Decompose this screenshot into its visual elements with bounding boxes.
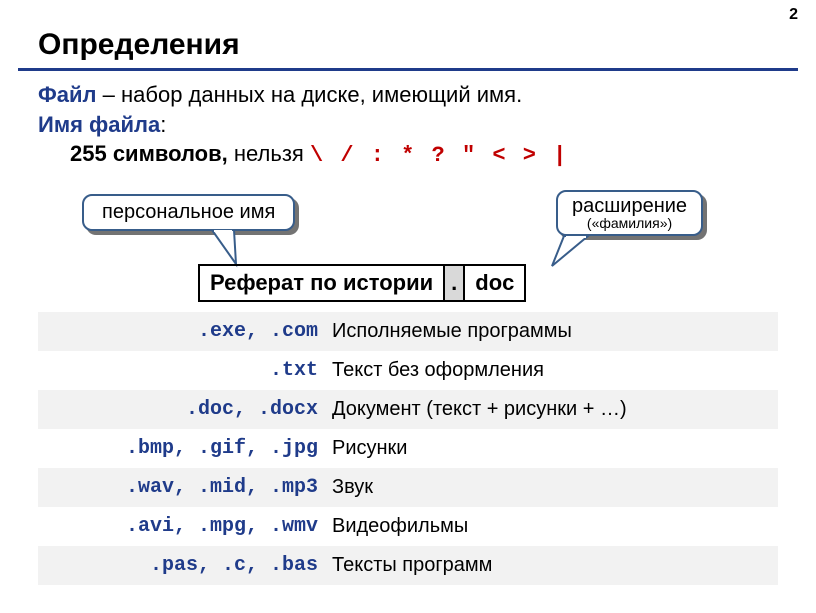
definition-line-2: Имя файла: (38, 110, 778, 140)
table-row: .bmp, .gif, .jpg Рисунки (38, 429, 778, 468)
table-row: .pas, .c, .bas Тексты программ (38, 546, 778, 585)
ext-cell: .wav, .mid, .mp3 (38, 476, 328, 499)
table-row: .doc, .docx Документ (текст + рисунки + … (38, 390, 778, 429)
forbidden-chars: \ / : * ? " < > | (310, 143, 568, 168)
extension-table: .exe, .com Исполняемые программы .txt Те… (38, 312, 778, 585)
filename-box: Реферат по истории . doc (198, 264, 526, 302)
term-file: Файл (38, 82, 97, 107)
table-row: .wav, .mid, .mp3 Звук (38, 468, 778, 507)
desc-cell: Исполняемые программы (328, 320, 778, 343)
desc-cell: Рисунки (328, 437, 778, 460)
ext-cell: .bmp, .gif, .jpg (38, 437, 328, 460)
page-number: 2 (789, 6, 798, 24)
table-row: .avi, .mpg, .wmv Видеофильмы (38, 507, 778, 546)
desc-cell: Видеофильмы (328, 515, 778, 538)
ext-cell: .pas, .c, .bas (38, 554, 328, 577)
filename-dot: . (445, 266, 465, 300)
callout-left-tail (208, 228, 248, 268)
callout-extension: расширение («фамилия») (556, 190, 703, 236)
definition-line-1: Файл – набор данных на диске, имеющий им… (38, 80, 778, 110)
table-row: .exe, .com Исполняемые программы (38, 312, 778, 351)
char-limit: 255 символов, (70, 141, 228, 166)
ext-cell: .exe, .com (38, 320, 328, 343)
callout-right-sub: («фамилия») (572, 216, 687, 230)
table-row: .txt Текст без оформления (38, 351, 778, 390)
def1-rest: – набор данных на диске, имеющий имя. (97, 82, 523, 107)
callout-left-text: персональное имя (102, 201, 275, 223)
ext-cell: .doc, .docx (38, 398, 328, 421)
desc-cell: Звук (328, 476, 778, 499)
title-rule (18, 68, 798, 71)
callout-right-main: расширение (572, 195, 687, 217)
term-filename: Имя файла (38, 112, 160, 137)
char-limit-line: 255 символов, нельзя \ / : * ? " < > | (38, 139, 778, 171)
def2-colon: : (160, 112, 166, 137)
body-text: Файл – набор данных на диске, имеющий им… (38, 80, 778, 171)
slide-title: Определения (38, 28, 240, 62)
desc-cell: Тексты программ (328, 554, 778, 577)
forbid-label: нельзя (228, 141, 310, 166)
filename-ext: doc (465, 266, 524, 300)
callout-right-tail (548, 234, 592, 270)
ext-cell: .txt (38, 359, 328, 382)
desc-cell: Текст без оформления (328, 359, 778, 382)
desc-cell: Документ (текст + рисунки + …) (328, 398, 778, 421)
ext-cell: .avi, .mpg, .wmv (38, 515, 328, 538)
filename-main: Реферат по истории (200, 266, 445, 300)
callout-personal-name: персональное имя (82, 194, 295, 231)
